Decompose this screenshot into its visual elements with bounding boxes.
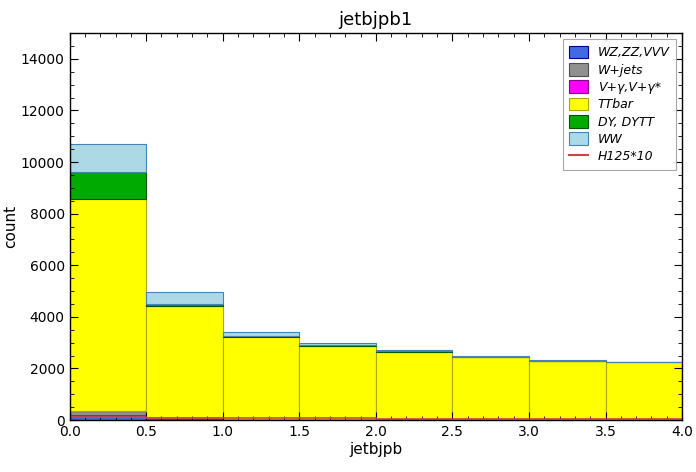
Bar — [299, 345, 376, 346]
H125*10 — [601, 416, 610, 421]
Legend: WZ,ZZ,VVV, W+jets, V+γ,V+γ*, TTbar, DY, DYTT, WW, H125*10: WZ,ZZ,VVV, W+jets, V+γ,V+γ*, TTbar, DY, … — [563, 39, 676, 169]
Bar — [70, 172, 146, 199]
Bar — [376, 352, 452, 420]
Bar — [223, 332, 299, 336]
Bar — [529, 360, 606, 361]
H125*10 — [372, 416, 380, 421]
Bar — [223, 337, 299, 419]
Bar — [452, 356, 529, 357]
Bar — [376, 350, 452, 351]
H125*10 — [142, 415, 150, 421]
Bar — [299, 343, 376, 345]
H125*10 — [65, 414, 74, 420]
H125*10 — [219, 415, 227, 421]
Bar — [70, 144, 146, 172]
Bar — [146, 418, 223, 419]
Bar — [299, 346, 376, 419]
H125*10 — [678, 416, 686, 421]
Bar — [452, 357, 529, 420]
Bar — [606, 362, 682, 420]
Bar — [146, 306, 223, 417]
Title: jetbjpb1: jetbjpb1 — [339, 11, 413, 29]
Bar — [70, 199, 146, 411]
Bar — [223, 336, 299, 337]
Bar — [376, 351, 452, 352]
X-axis label: jetbjpb: jetbjpb — [349, 442, 402, 457]
Bar — [70, 411, 146, 415]
Bar — [146, 292, 223, 304]
H125*10 — [448, 416, 457, 421]
Bar — [146, 419, 223, 420]
Bar — [529, 361, 606, 420]
H125*10 — [295, 415, 303, 421]
Bar — [70, 415, 146, 420]
Bar — [223, 419, 299, 420]
Bar — [146, 304, 223, 306]
Y-axis label: count: count — [3, 205, 18, 248]
Line: H125*10: H125*10 — [70, 417, 682, 419]
H125*10 — [525, 416, 533, 421]
